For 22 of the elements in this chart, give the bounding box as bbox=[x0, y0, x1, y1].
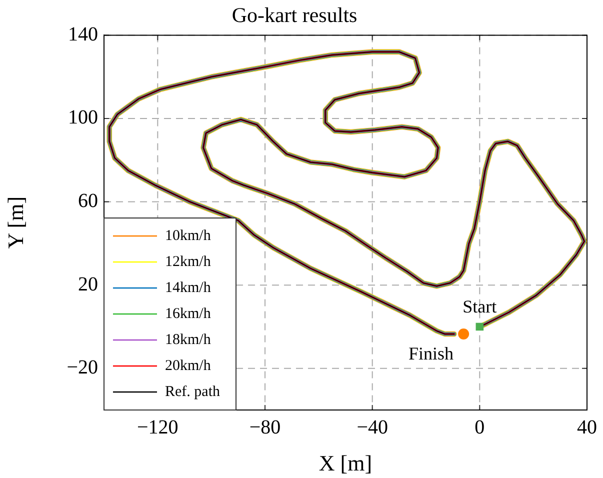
y-tick-label: 20 bbox=[78, 273, 98, 296]
legend-label: 20km/h bbox=[165, 358, 212, 374]
annotation: Finish bbox=[408, 344, 454, 364]
legend-label: 10km/h bbox=[165, 228, 212, 244]
legend-label: 18km/h bbox=[165, 332, 212, 348]
chart-title: Go-kart results bbox=[232, 3, 358, 28]
x-tick-label: 40 bbox=[577, 416, 597, 438]
y-tick-label: 100 bbox=[68, 106, 98, 129]
legend-label: 12km/h bbox=[165, 254, 212, 270]
x-tick-label: −80 bbox=[249, 416, 281, 438]
x-tick-label: −120 bbox=[137, 416, 178, 438]
y-axis-title: Y [m] bbox=[2, 196, 28, 249]
y-tick-label: −20 bbox=[66, 356, 98, 379]
y-tick-label: 60 bbox=[78, 190, 98, 212]
legend-label: 16km/h bbox=[165, 306, 212, 322]
x-tick-label: 0 bbox=[474, 416, 485, 438]
legend-label: 14km/h bbox=[165, 280, 212, 296]
x-tick-label: −40 bbox=[356, 416, 388, 438]
x-axis-title: X [m] bbox=[318, 450, 372, 476]
y-tick-label: 140 bbox=[68, 23, 98, 46]
annotation: Start bbox=[462, 296, 497, 316]
legend-label: Ref. path bbox=[165, 384, 220, 400]
